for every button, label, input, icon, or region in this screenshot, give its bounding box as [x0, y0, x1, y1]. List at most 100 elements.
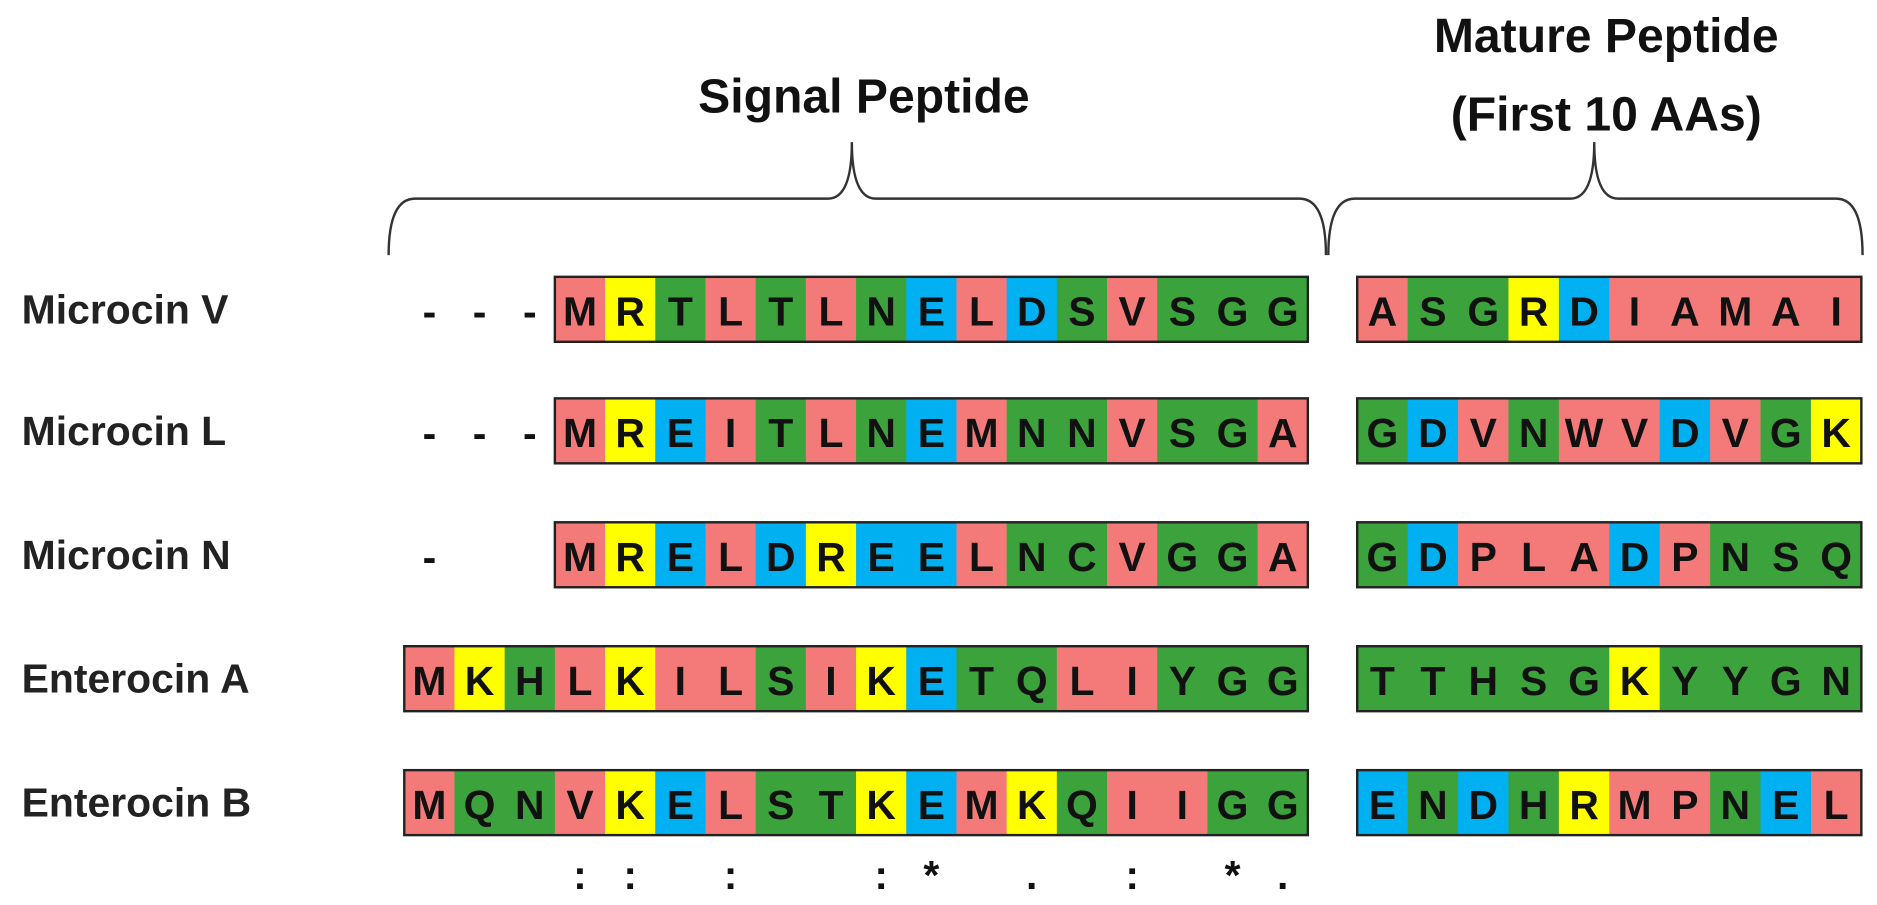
residue: K: [1620, 658, 1650, 704]
residue: K: [866, 658, 896, 704]
segment-outline: [403, 645, 1310, 713]
residue: L: [969, 289, 994, 335]
residue: G: [1267, 289, 1299, 335]
residue-cell: [1760, 276, 1812, 342]
residue-cell: [856, 646, 907, 712]
residue-cell: [1458, 398, 1510, 464]
residue: M: [563, 410, 597, 456]
residue: G: [1367, 534, 1399, 580]
residue-cell: [1508, 770, 1560, 836]
residue: L: [567, 658, 592, 704]
residue: A: [1771, 289, 1801, 335]
residue-cell: [956, 398, 1008, 464]
residue: G: [1568, 658, 1600, 704]
residue-cell: [1157, 276, 1209, 342]
residue: E: [918, 410, 945, 456]
residue: G: [1267, 782, 1299, 828]
gap: -: [423, 410, 437, 456]
residue: S: [767, 658, 794, 704]
residue: G: [1267, 658, 1299, 704]
residue: Q: [1016, 658, 1048, 704]
residue-cell: [1207, 646, 1259, 712]
residue-cell: [1006, 398, 1058, 464]
residue: V: [1722, 410, 1749, 456]
residue: E: [1772, 782, 1799, 828]
residue-cell: [956, 646, 1008, 712]
residue-cell: [1810, 770, 1862, 836]
residue-cell: [655, 646, 707, 712]
residue: P: [1470, 534, 1497, 580]
residue: V: [1621, 410, 1648, 456]
conservation-mark: :: [573, 852, 587, 898]
residue: V: [1119, 534, 1146, 580]
residue-cell: [1257, 276, 1309, 342]
residue-cell: [1357, 770, 1409, 836]
residue: D: [1620, 534, 1650, 580]
residue-cell: [404, 770, 456, 836]
residue-cell: [856, 276, 907, 342]
residue: W: [1565, 410, 1604, 456]
residue: M: [563, 289, 597, 335]
residue-cell: [1357, 276, 1409, 342]
residue-cell: [1107, 398, 1158, 464]
residue-cell: [1006, 522, 1058, 588]
residue-cell: [1357, 398, 1409, 464]
residue: A: [1268, 410, 1298, 456]
residue: R: [1569, 782, 1599, 828]
residue-cell: [1810, 646, 1862, 712]
residue-cell: [956, 770, 1008, 836]
segment-outline: [1356, 521, 1863, 589]
gap: -: [473, 410, 487, 456]
residue-cell: [856, 398, 907, 464]
residue: V: [1470, 410, 1497, 456]
residue: G: [1467, 289, 1499, 335]
residue-cell: [1056, 398, 1108, 464]
residue-cell: [1760, 646, 1812, 712]
residue: C: [1067, 534, 1097, 580]
residue-cell: [906, 522, 958, 588]
residue: D: [1418, 410, 1448, 456]
residue-cell: [1257, 398, 1309, 464]
residue-cell: [805, 276, 857, 342]
residue: D: [1017, 289, 1047, 335]
residue: S: [1419, 289, 1446, 335]
residue-cell: [1508, 276, 1560, 342]
residue: G: [1166, 534, 1198, 580]
residue: I: [675, 658, 686, 704]
residue-cell: [1659, 646, 1711, 712]
residue-cell: [404, 646, 456, 712]
residue: T: [969, 658, 994, 704]
residue-cell: [1056, 522, 1108, 588]
conservation-mark: .: [1277, 852, 1288, 898]
residue: L: [969, 534, 994, 580]
segment-outline: [1356, 645, 1863, 713]
gap: -: [523, 410, 537, 456]
mature-header: Mature Peptide: [1434, 9, 1779, 63]
residue: Y: [1722, 658, 1749, 704]
residue-cell: [1609, 276, 1661, 342]
residue: N: [866, 289, 896, 335]
residue: N: [1418, 782, 1448, 828]
residue: L: [718, 289, 743, 335]
residue: G: [1770, 658, 1802, 704]
residue: D: [1418, 534, 1448, 580]
residue: G: [1770, 410, 1802, 456]
residue: R: [1519, 289, 1549, 335]
residue-cell: [1609, 646, 1661, 712]
residue-cell: [1107, 522, 1158, 588]
residue: M: [563, 534, 597, 580]
residue: L: [718, 782, 743, 828]
residue-cell: [1207, 770, 1259, 836]
residue-cell: [655, 398, 707, 464]
residue-cell: [554, 276, 606, 342]
residue-cell: [1609, 522, 1661, 588]
residue: A: [1268, 534, 1298, 580]
residue-cell: [1659, 398, 1711, 464]
residue-cell: [1056, 770, 1108, 836]
residue: G: [1217, 658, 1249, 704]
residue: T: [1370, 658, 1395, 704]
conservation-mark: :: [874, 852, 888, 898]
residue-cell: [1558, 398, 1610, 464]
residue-cell: [1710, 770, 1762, 836]
